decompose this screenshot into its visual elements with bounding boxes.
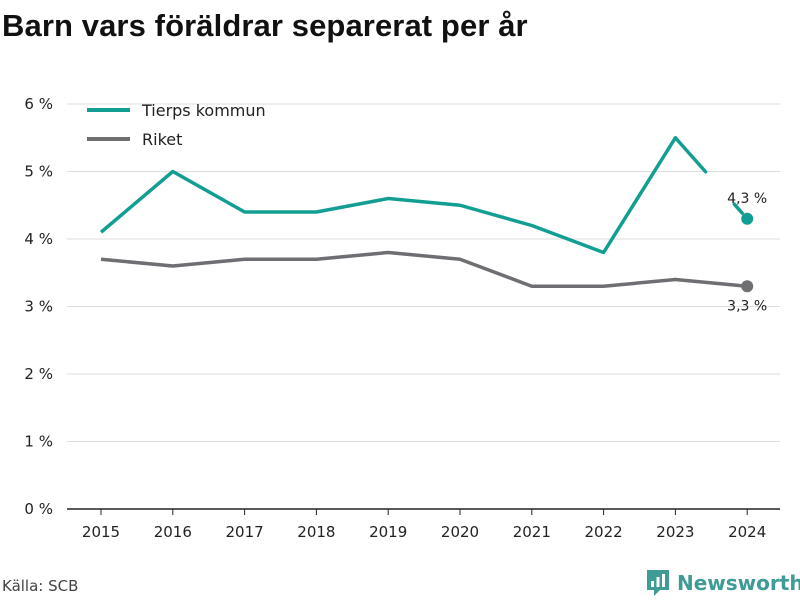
y-tick-label: 1 % [24, 433, 53, 451]
x-tick-label: 2015 [82, 523, 120, 541]
x-tick-label: 2021 [513, 523, 551, 541]
legend: Tierps kommun Riket [87, 101, 266, 149]
x-tick-label: 2019 [369, 523, 407, 541]
series-end-point [741, 280, 754, 293]
y-tick-label: 4 % [24, 230, 53, 248]
brand-logo: Newsworthy [645, 568, 800, 598]
x-axis [67, 508, 780, 515]
x-tick-label: 2024 [728, 523, 766, 541]
y-tick-label: 6 % [24, 95, 53, 113]
brand-name: Newsworthy [677, 571, 800, 595]
legend-label: Riket [142, 130, 182, 149]
x-tick-label: 2017 [226, 523, 264, 541]
series-line-0 [99, 136, 677, 255]
x-tick-label: 2020 [441, 523, 479, 541]
y-tick-label: 2 % [24, 365, 53, 383]
source-note: Källa: SCB [2, 577, 79, 595]
y-tick-label: 5 % [24, 163, 53, 181]
newsworthy-logo-icon [647, 570, 669, 596]
series-segment-0 [732, 202, 744, 215]
x-tick-label: 2023 [656, 523, 694, 541]
end-value-label: 3,3 % [727, 298, 767, 314]
series-line-1 [100, 250, 676, 288]
y-axis-labels: 0 % 1 % 2 % 3 % 4 % 5 % 6 % [24, 95, 53, 518]
series-segment-0 [673, 136, 708, 174]
y-tick-label: 0 % [24, 500, 53, 518]
legend-label: Tierps kommun [141, 101, 266, 120]
chart-title: Barn vars föräldrar separerat per år [2, 8, 528, 43]
x-axis-labels: 2015 2016 2017 2018 2019 2020 2021 2022 2023 2024 [82, 523, 766, 541]
x-tick-label: 2018 [297, 523, 335, 541]
series-lines: 4,3 % 3,3 % [99, 136, 767, 314]
x-tick-label: 2022 [585, 523, 623, 541]
series-segment-1 [673, 277, 745, 288]
grid-lines [67, 103, 780, 442]
x-tick-label: 2016 [154, 523, 192, 541]
series-end-point [741, 212, 754, 225]
y-tick-label: 3 % [24, 298, 53, 316]
end-value-label: 4,3 % [727, 191, 767, 207]
